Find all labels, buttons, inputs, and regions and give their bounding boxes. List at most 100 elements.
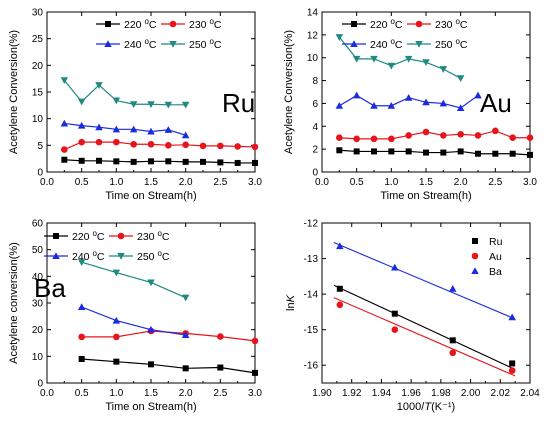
- series-240-c: [335, 91, 482, 111]
- data-point: [405, 148, 412, 155]
- data-point: [164, 126, 173, 133]
- data-point: [352, 55, 361, 63]
- data-point: [182, 158, 189, 165]
- y-tick-label: 30: [32, 299, 44, 310]
- legend-marker: [471, 267, 479, 274]
- data-point: [336, 285, 343, 292]
- data-point: [112, 125, 121, 133]
- x-tick-label: 1.98: [431, 388, 451, 399]
- y-tick-label: 10: [307, 53, 319, 64]
- legend: 220 oC 230 oC 240 oC 250 oC: [44, 229, 170, 263]
- data-point: [449, 337, 456, 344]
- y-tick-label: 0: [37, 168, 43, 179]
- series-line: [339, 149, 531, 156]
- data-point: [217, 333, 224, 340]
- legend-marker: [472, 238, 478, 244]
- data-point: [526, 134, 534, 142]
- legend-item-240-c: 240 oC: [44, 249, 105, 263]
- chart-panel-arrhenius: 1.90 1.92 1.94 1.96 1.98 2.00 2.02 2.04 -12 -13 -1…: [285, 219, 540, 414]
- data-point: [112, 269, 121, 277]
- data-point: [474, 132, 482, 139]
- data-point: [60, 77, 69, 85]
- legend-item-240-c: 240 oC: [96, 37, 157, 51]
- y-tick-label: 30: [32, 8, 44, 19]
- data-point: [509, 150, 516, 157]
- y-tick-label: 12: [307, 30, 319, 41]
- data-point: [448, 285, 457, 292]
- data-point: [252, 369, 258, 376]
- y-axis-label: lnK: [285, 294, 297, 311]
- data-point: [423, 149, 429, 156]
- series-230-c: [61, 138, 259, 153]
- x-tick-label: 0.5: [350, 177, 364, 188]
- data-point: [335, 34, 344, 41]
- legend-label: 230 oC: [435, 17, 468, 31]
- data-point: [527, 151, 533, 158]
- data-point: [129, 101, 138, 109]
- fit-line: [333, 242, 516, 320]
- data-point: [336, 301, 344, 309]
- data-point: [371, 148, 377, 155]
- data-point: [336, 134, 343, 142]
- fit-line: [333, 284, 516, 370]
- series-line: [81, 306, 186, 336]
- data-point: [492, 127, 499, 135]
- data-point: [404, 55, 413, 63]
- y-tick-label: 14: [307, 8, 319, 19]
- x-tick-label: 1.0: [384, 177, 398, 188]
- data-point: [181, 294, 190, 302]
- y-axis-label: Acetylene conversion(%): [8, 242, 20, 364]
- legend-marker: [169, 41, 177, 48]
- legend-label: Ru: [489, 236, 503, 248]
- series-line: [81, 358, 256, 374]
- legend-item-240-c: 240 oC: [342, 37, 403, 51]
- data-point: [113, 138, 120, 146]
- series-230-c: [78, 327, 259, 345]
- x-tick-label: 3.0: [248, 388, 262, 399]
- data-point: [422, 128, 430, 136]
- data-point: [182, 365, 189, 372]
- x-tick-label: 1.90: [312, 388, 332, 399]
- x-tick-label: 1.0: [109, 177, 123, 188]
- legend-label: 220 oC: [124, 17, 157, 31]
- data-point: [112, 316, 121, 324]
- x-axis-label: 1000/T(K⁻¹): [397, 401, 455, 413]
- y-tick-label: 5: [37, 141, 43, 152]
- data-point: [129, 125, 138, 133]
- data-point: [457, 148, 464, 155]
- data-point: [165, 158, 172, 165]
- legend-item-220-c: 220 oC: [342, 17, 403, 31]
- legend: Ru Au Ba: [471, 236, 503, 278]
- data-point: [181, 331, 190, 338]
- data-point: [234, 143, 241, 150]
- legend-label: 250 oC: [137, 249, 170, 263]
- x-tick-label: 3.0: [523, 177, 537, 188]
- x-tick-label: 2.5: [213, 177, 227, 188]
- data-point: [147, 279, 155, 287]
- data-point: [96, 157, 102, 164]
- y-tick-label: 20: [32, 61, 44, 72]
- series-250-c: [335, 34, 465, 83]
- series-220-c: [336, 147, 533, 158]
- data-point: [508, 367, 516, 374]
- x-tick-label: 0.5: [75, 177, 89, 188]
- legend-label: Ba: [489, 266, 502, 278]
- data-point: [251, 337, 259, 345]
- panel-label: Ba: [34, 273, 66, 303]
- legend-item-250-c: 250 oC: [109, 249, 170, 263]
- data-point: [492, 150, 499, 157]
- x-tick-label: 2.0: [179, 177, 193, 188]
- y-tick-label: 10: [32, 352, 44, 363]
- data-point: [147, 325, 155, 333]
- y-tick-label: 20: [32, 325, 44, 336]
- y-tick-label: 15: [32, 88, 44, 99]
- x-tick-label: 1.0: [109, 388, 123, 399]
- legend-label: 220 oC: [72, 229, 105, 243]
- series-line: [339, 130, 530, 140]
- x-tick-label: 2.02: [491, 388, 511, 399]
- legend-marker: [104, 40, 112, 47]
- data-point: [439, 99, 448, 107]
- data-point: [391, 310, 398, 317]
- fit-line: [333, 297, 516, 377]
